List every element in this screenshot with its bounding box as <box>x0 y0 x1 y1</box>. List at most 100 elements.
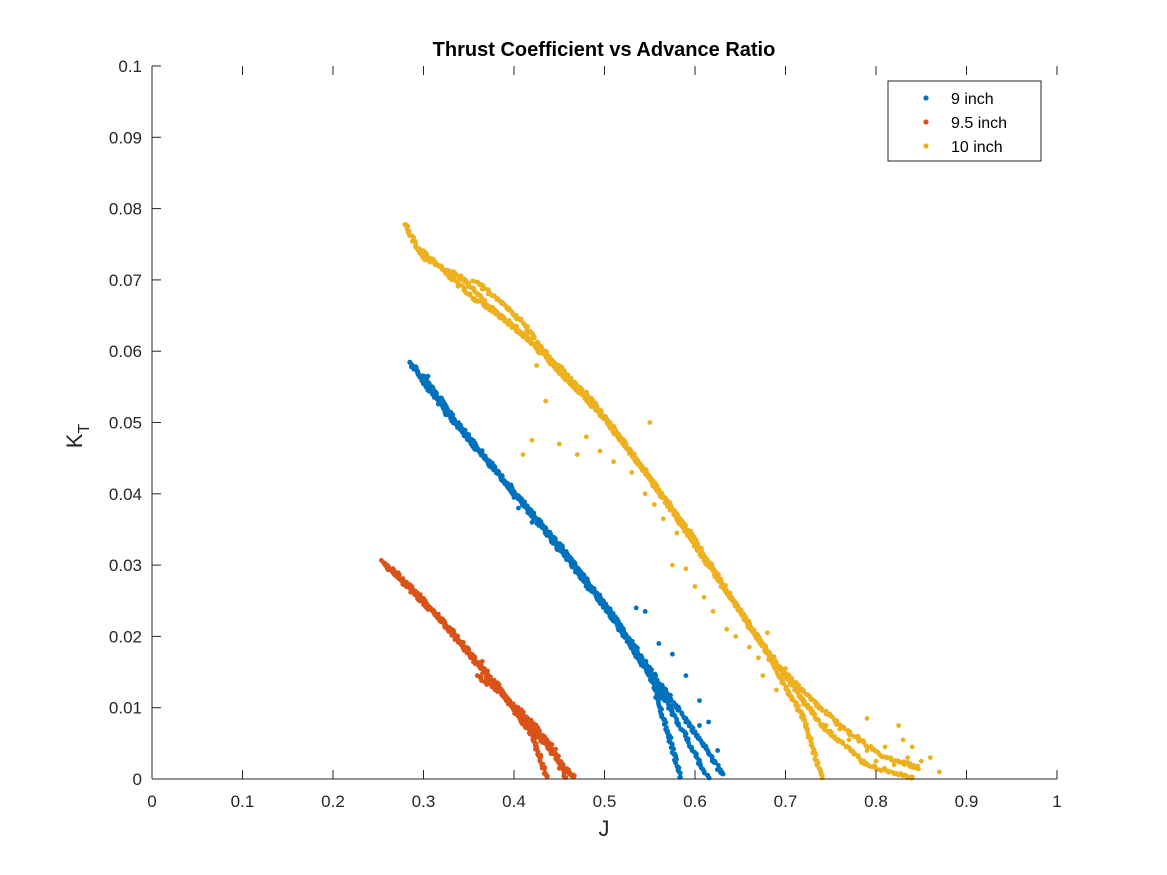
data-points <box>379 222 942 781</box>
data-point <box>474 447 479 453</box>
x-tick-label: 0.8 <box>864 792 888 811</box>
data-point <box>539 344 544 350</box>
data-point <box>435 401 441 407</box>
data-point <box>900 737 906 743</box>
data-point <box>470 278 476 284</box>
data-point <box>819 775 825 781</box>
data-point <box>697 723 702 728</box>
data-point <box>560 370 566 376</box>
data-point <box>532 516 538 522</box>
x-tick-label: 0.9 <box>955 792 979 811</box>
y-axis-label: KT <box>62 424 93 449</box>
data-point <box>508 320 513 326</box>
data-point <box>701 594 707 600</box>
data-point <box>529 519 535 525</box>
data-point <box>801 701 806 707</box>
data-point <box>717 578 723 584</box>
data-point <box>706 719 711 725</box>
data-point <box>544 774 550 780</box>
data-point <box>660 516 666 522</box>
y-tick-label: 0.1 <box>118 57 142 76</box>
data-point <box>916 766 921 772</box>
data-point <box>792 687 797 693</box>
x-tick-label: 0 <box>147 792 156 811</box>
data-point <box>783 666 788 671</box>
data-point <box>905 755 911 760</box>
data-point <box>544 349 550 355</box>
data-point <box>670 651 675 657</box>
data-point <box>498 315 504 321</box>
data-point <box>600 605 606 610</box>
data-point <box>765 630 770 636</box>
data-point <box>424 252 430 258</box>
y-tick-label: 0.01 <box>109 699 142 718</box>
data-point <box>756 655 761 661</box>
data-point <box>584 434 589 440</box>
y-tick-label: 0.06 <box>109 342 142 361</box>
data-point <box>760 673 766 678</box>
data-point <box>706 775 712 781</box>
series-9-5-inch <box>379 558 577 780</box>
legend-marker <box>923 119 929 125</box>
y-tick-label: 0 <box>133 770 142 789</box>
legend-marker <box>923 143 929 149</box>
data-point <box>674 530 680 536</box>
data-point <box>425 373 431 379</box>
data-point <box>406 229 412 234</box>
data-point <box>937 769 942 775</box>
data-point <box>813 752 819 758</box>
series-9-inch <box>407 359 726 781</box>
data-point <box>746 644 752 650</box>
data-point <box>678 774 683 780</box>
data-point <box>520 712 526 718</box>
data-point <box>683 673 689 678</box>
data-point <box>884 755 890 760</box>
data-point <box>704 557 710 563</box>
data-point <box>607 606 613 612</box>
data-point <box>517 497 523 502</box>
data-point <box>840 741 846 746</box>
data-point <box>819 708 825 713</box>
data-point <box>642 609 648 614</box>
x-tick-label: 0.6 <box>683 792 707 811</box>
data-point <box>450 412 456 418</box>
data-point <box>696 548 702 554</box>
data-point <box>927 755 933 760</box>
data-point <box>733 634 739 639</box>
data-point <box>567 770 573 776</box>
data-point <box>724 626 730 632</box>
data-point <box>918 758 924 764</box>
data-point <box>628 450 634 456</box>
data-point <box>819 724 825 729</box>
legend-items: 9 inch 9.5 inch 10 inch <box>923 91 1007 156</box>
legend-marker <box>923 95 929 101</box>
data-point <box>855 733 861 739</box>
data-point <box>861 740 866 745</box>
y-tick-label: 0.02 <box>109 627 142 646</box>
x-axis-label: J <box>599 816 610 841</box>
data-point <box>909 774 915 780</box>
data-point <box>816 718 821 723</box>
y-tick-label: 0.07 <box>109 271 142 290</box>
data-point <box>723 587 728 593</box>
data-point <box>697 698 702 703</box>
data-point <box>676 722 682 728</box>
data-point <box>710 609 716 614</box>
data-point <box>574 452 580 457</box>
data-point <box>678 727 684 732</box>
legend-label: 9 inch <box>951 91 994 108</box>
data-point <box>629 470 635 475</box>
data-point <box>671 713 677 718</box>
data-point <box>909 744 915 750</box>
data-point <box>710 758 716 764</box>
x-tick-label: 0.7 <box>774 792 798 811</box>
data-point <box>692 584 698 589</box>
y-axis-label-subscript: T <box>76 424 93 434</box>
x-ticks: 0 0.1 0.2 0.3 0.4 0.5 0.6 0.7 0.8 0.9 1 <box>147 66 1062 811</box>
data-point <box>534 744 539 750</box>
data-point <box>837 726 843 732</box>
data-point <box>597 595 602 600</box>
data-point <box>846 737 852 743</box>
x-tick-label: 0.2 <box>321 792 345 811</box>
